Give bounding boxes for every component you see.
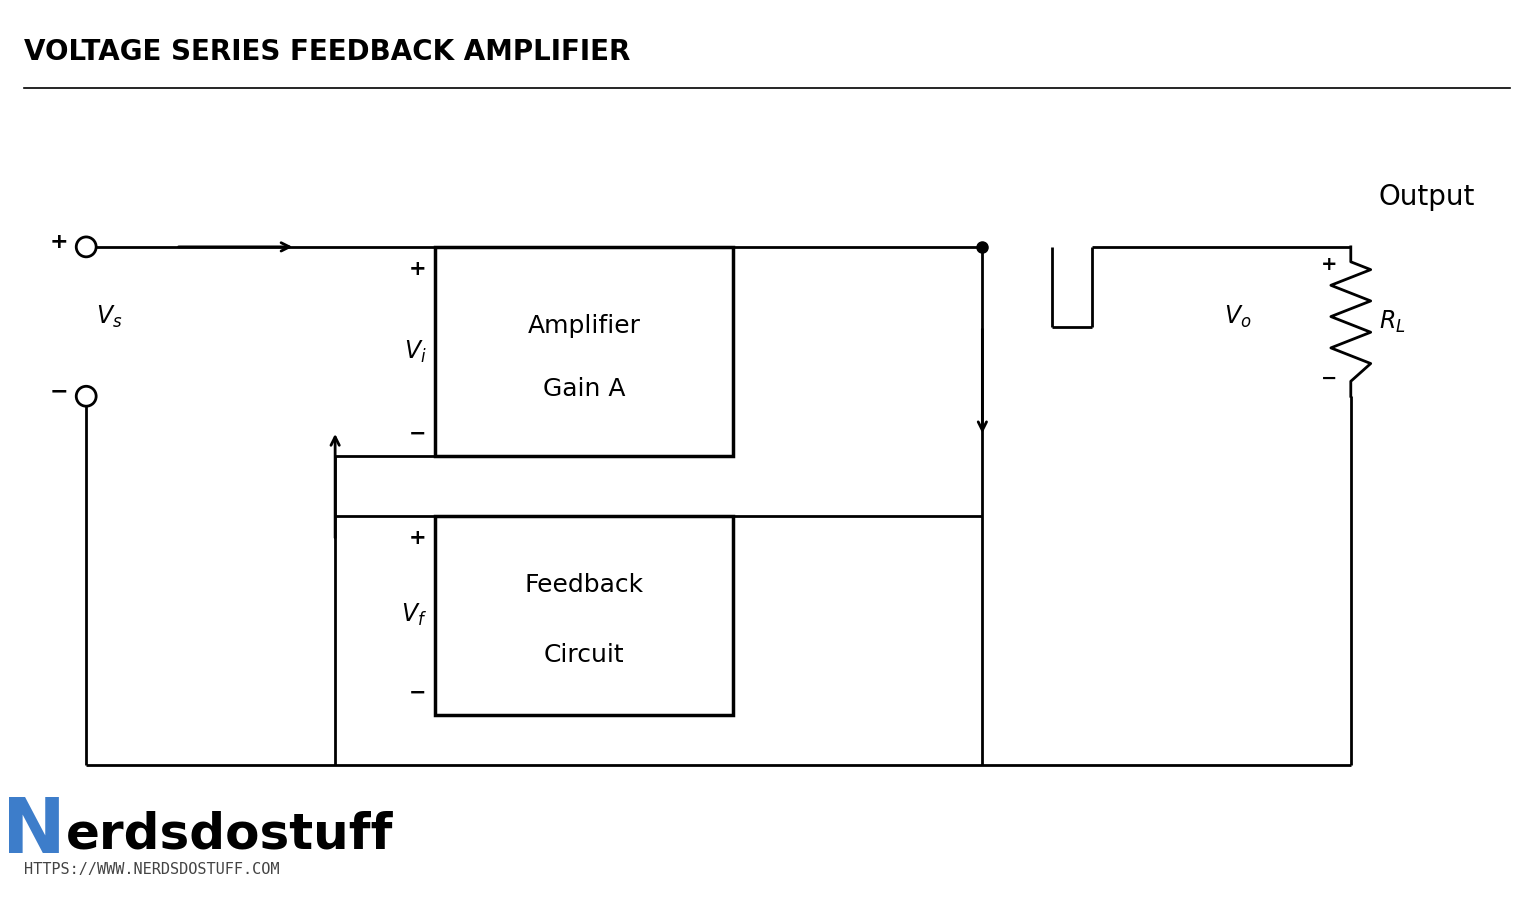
- Text: +: +: [409, 259, 427, 279]
- Text: N: N: [3, 795, 66, 870]
- Text: VOLTAGE SERIES FEEDBACK AMPLIFIER: VOLTAGE SERIES FEEDBACK AMPLIFIER: [25, 38, 631, 66]
- Text: −: −: [1321, 369, 1336, 388]
- Text: Feedback: Feedback: [524, 573, 644, 597]
- Text: +: +: [409, 527, 427, 548]
- Bar: [435, 246, 733, 456]
- Text: erdsdostuff: erdsdostuff: [66, 810, 393, 858]
- Text: −: −: [409, 683, 427, 703]
- Text: Amplifier: Amplifier: [527, 314, 641, 338]
- Text: Circuit: Circuit: [544, 643, 624, 667]
- Text: $V_i$: $V_i$: [404, 338, 427, 364]
- Text: $V_f$: $V_f$: [401, 602, 427, 629]
- Text: HTTPS://WWW.NERDSDOSTUFF.COM: HTTPS://WWW.NERDSDOSTUFF.COM: [25, 862, 280, 877]
- Text: −: −: [409, 424, 427, 444]
- Text: $V_o$: $V_o$: [1224, 304, 1252, 330]
- Text: Gain A: Gain A: [542, 377, 625, 401]
- Text: +: +: [49, 232, 68, 252]
- Text: −: −: [49, 381, 68, 401]
- Text: $V_s$: $V_s$: [97, 304, 123, 330]
- Text: Output: Output: [1379, 183, 1475, 211]
- Text: +: +: [1321, 255, 1338, 275]
- Bar: [435, 516, 733, 715]
- Text: $R_L$: $R_L$: [1379, 308, 1405, 334]
